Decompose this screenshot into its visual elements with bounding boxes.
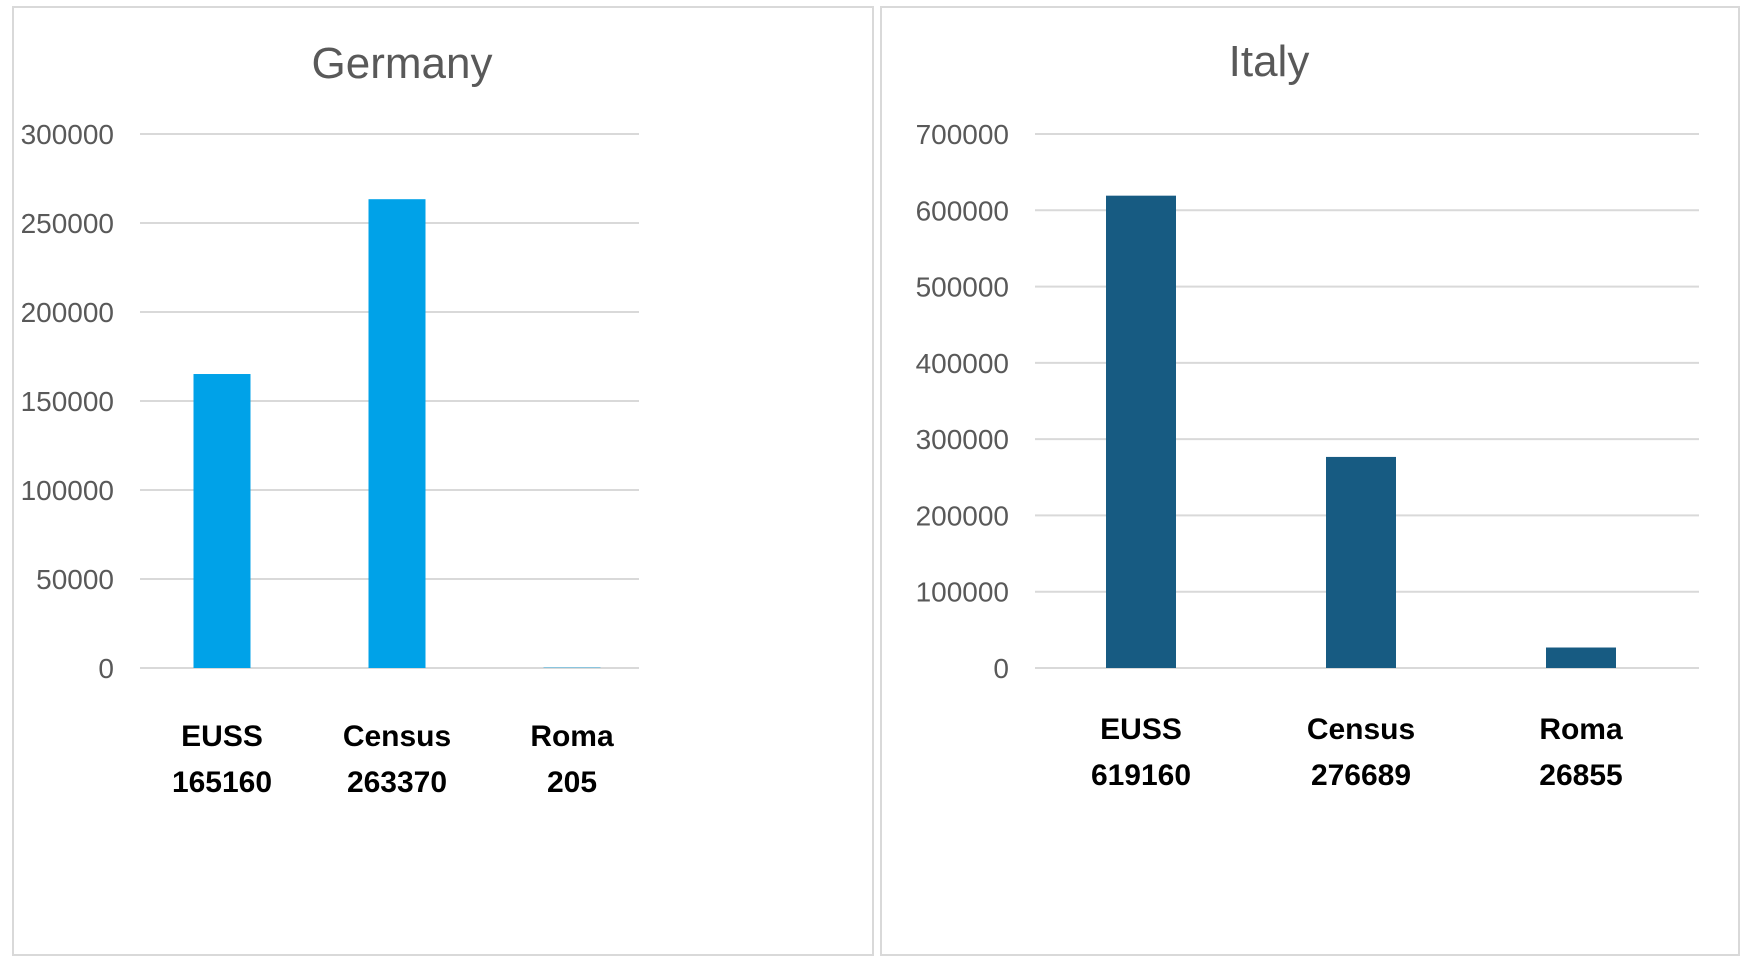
x-category-value-label: 26855	[1539, 759, 1622, 792]
x-category-value-label: 165160	[172, 766, 272, 799]
y-tick-label: 600000	[916, 195, 1009, 226]
y-tick-label: 400000	[916, 348, 1009, 379]
x-category-value-label: 276689	[1311, 759, 1411, 792]
y-tick-label: 300000	[916, 424, 1009, 455]
x-category-value-label: 619160	[1091, 759, 1191, 792]
chart-title-germany: Germany	[312, 39, 493, 88]
x-category-value-label: 205	[547, 766, 597, 799]
y-tick-label: 500000	[916, 272, 1009, 303]
y-tick-label: 100000	[21, 475, 114, 506]
x-category-label: Roma	[1539, 713, 1623, 746]
bar-euss	[1106, 196, 1176, 668]
y-tick-label: 150000	[21, 386, 114, 417]
chart-germany: Germany 0 50000 100000 150000 200000 250000 300…	[14, 8, 872, 948]
y-tick-label: 50000	[36, 564, 114, 595]
bar-census	[369, 199, 426, 668]
x-category-label: Census	[1307, 713, 1415, 746]
x-category-label: EUSS	[1100, 713, 1182, 746]
x-category-label: Roma	[530, 720, 614, 753]
y-tick-label: 200000	[916, 500, 1009, 531]
x-category-value-label: 263370	[347, 766, 447, 799]
y-tick-label: 100000	[916, 577, 1009, 608]
chart-panel-italy: Italy 0 100000 200000 300000 400000 500000 6000…	[880, 6, 1740, 956]
y-tick-label: 200000	[21, 297, 114, 328]
y-tick-label: 0	[98, 653, 114, 684]
bar-euss	[194, 374, 251, 668]
y-tick-label: 0	[993, 653, 1009, 684]
y-tick-label: 300000	[21, 119, 114, 150]
chart-title-italy: Italy	[1229, 37, 1310, 86]
chart-italy: Italy 0 100000 200000 300000 400000 500000 6000…	[882, 8, 1738, 948]
y-tick-label: 250000	[21, 208, 114, 239]
bar-roma	[1546, 648, 1616, 668]
x-category-label: Census	[343, 720, 451, 753]
x-category-label: EUSS	[181, 720, 263, 753]
y-tick-label: 700000	[916, 119, 1009, 150]
chart-panel-germany: Germany 0 50000 100000 150000 200000 250000 300…	[12, 6, 874, 956]
bar-census	[1326, 457, 1396, 668]
